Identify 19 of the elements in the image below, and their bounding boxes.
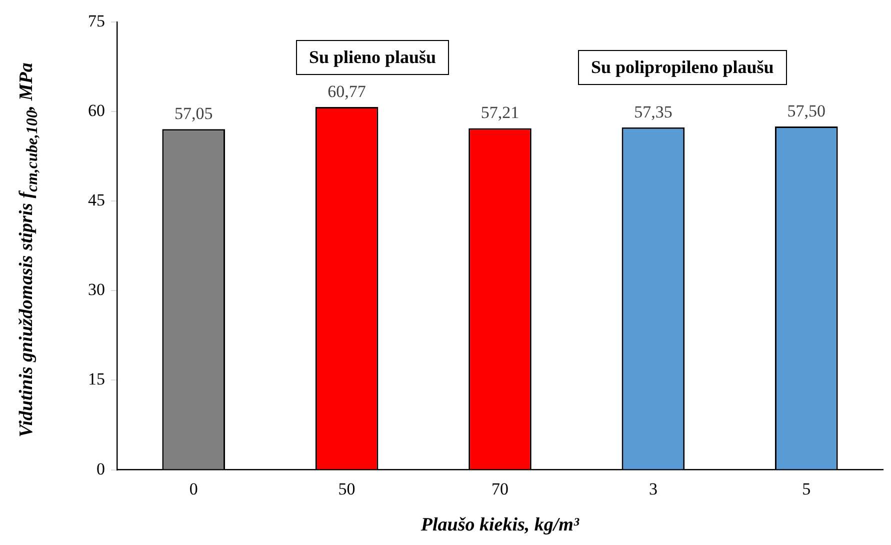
annotation: Su plieno plaušu — [296, 40, 450, 75]
data-label: 57,50 — [787, 101, 826, 120]
y-tick-label: 60 — [88, 101, 105, 120]
data-label: 57,05 — [174, 104, 213, 124]
y-tick-label: 0 — [96, 459, 105, 478]
x-tick-label: 3 — [648, 479, 658, 498]
x-tick-label: 5 — [802, 479, 811, 498]
y-tick-label: 15 — [88, 370, 105, 389]
x-tick-label: 50 — [338, 479, 356, 498]
x-tick-label: 70 — [492, 479, 508, 498]
x-axis-title: Plaušo kiekis, kg/m³ — [420, 514, 580, 536]
data-label: 57,35 — [634, 102, 672, 122]
data-label: 60,77 — [328, 82, 366, 101]
annotation: Su polipropileno plaušu — [578, 50, 787, 85]
data-label: 57,21 — [480, 103, 520, 122]
x-tick-label: 0 — [189, 479, 198, 498]
y-tick-label: 75 — [88, 11, 105, 30]
y-tick-label: 30 — [88, 280, 105, 300]
y-tick-label: 45 — [88, 190, 105, 210]
